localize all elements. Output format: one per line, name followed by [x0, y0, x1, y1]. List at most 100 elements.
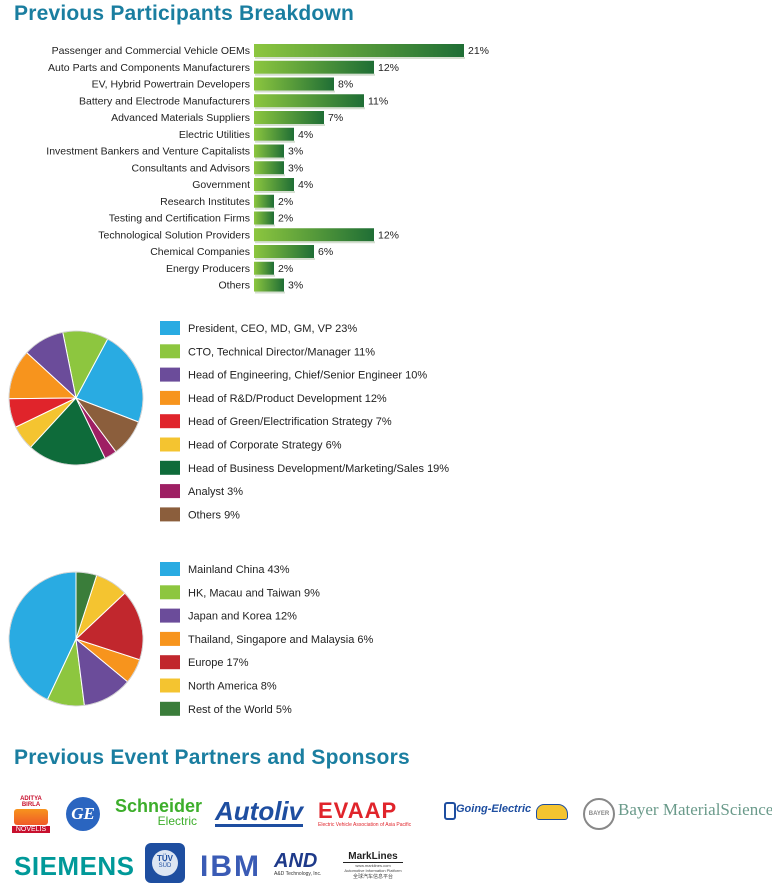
bar-value-label: 4% — [298, 179, 313, 191]
bar — [254, 77, 334, 91]
legend-swatch — [160, 390, 180, 405]
siemens-logo: SIEMENS — [14, 851, 135, 881]
legend-entry: Europe 17% — [188, 657, 249, 669]
bar-shadow — [255, 107, 365, 110]
legend-entry: Head of R&D/Product Development 12% — [188, 393, 387, 405]
bar — [254, 211, 274, 225]
tuv-text: TÜV — [157, 854, 173, 863]
car-icon — [536, 804, 568, 820]
ibm-logo: IBM — [200, 850, 261, 884]
legend-swatch — [160, 367, 180, 382]
bar-value-label: 12% — [378, 229, 399, 241]
plug-icon — [444, 802, 456, 820]
legend-entry: HK, Macau and Taiwan 9% — [188, 587, 320, 599]
bar-value-label: 6% — [318, 246, 333, 258]
legend-entry: Head of Green/Electrification Strategy 7… — [188, 416, 392, 428]
bar-value-label: 21% — [468, 45, 489, 57]
and-technology-logo: AND A&D Technology, Inc. — [274, 851, 332, 877]
bar-shadow — [255, 57, 465, 59]
tuv-badge-icon: TÜV SÜD — [152, 850, 178, 876]
bar-shadow — [255, 207, 275, 210]
legend-entry: Head of Business Development/Marketing/S… — [188, 463, 449, 475]
and-subtitle: A&D Technology, Inc. — [274, 871, 322, 877]
bar-category-label: EV, Hybrid Powertrain Developers — [92, 79, 250, 91]
bar — [254, 60, 374, 74]
evaap-logo: EVAAP Electric Vehicle Association of As… — [318, 798, 430, 829]
bar-category-label: Others — [218, 280, 250, 292]
marklines-chinese-tagline: 全球汽车信息平台 — [352, 874, 393, 880]
legend-swatch — [160, 321, 180, 335]
legend-entry: Head of Engineering, Chief/Senior Engine… — [188, 370, 427, 382]
schneider-electric-logo: Schneider Electric — [115, 797, 203, 827]
autoliv-logo: Autoliv — [215, 796, 304, 827]
legend-swatch — [160, 562, 180, 576]
bar-category-label: Electric Utilities — [179, 129, 250, 141]
bar-category-label: Energy Producers — [166, 263, 250, 275]
bar-category-label: Investment Bankers and Venture Capitalis… — [46, 146, 250, 158]
bar-shadow — [255, 90, 335, 93]
legend-swatch — [160, 608, 180, 623]
bar-chart: Passenger and Commercial Vehicle OEMs 21%… — [46, 44, 489, 294]
bar-category-label: Passenger and Commercial Vehicle OEMs — [52, 45, 250, 57]
legend-entry: Rest of the World 5% — [188, 704, 292, 716]
bar-shadow — [255, 174, 285, 177]
marklines-url: www.marklines.com — [355, 863, 391, 868]
legend-swatch — [160, 631, 180, 646]
bar — [254, 94, 364, 108]
bar-shadow — [255, 124, 325, 126]
bar-category-label: Advanced Materials Suppliers — [111, 112, 250, 124]
bar-value-label: 2% — [278, 263, 293, 275]
legend-swatch — [160, 678, 180, 693]
bar-category-label: Auto Parts and Components Manufacturers — [48, 62, 250, 74]
sun-emblem-icon — [14, 809, 48, 825]
bar-value-label: 3% — [288, 280, 303, 292]
bar — [254, 178, 294, 191]
novelis-text: NOVELIS — [12, 826, 50, 833]
bayer-materialscience-logo: Bayer MaterialScience — [618, 800, 772, 819]
sud-text: SÜD — [158, 863, 172, 869]
legend-entry: Japan and Korea 12% — [188, 611, 297, 623]
legend-entry: Mainland China 43% — [188, 564, 290, 576]
bar-shadow — [255, 224, 275, 227]
bar-category-label: Battery and Electrode Manufacturers — [79, 95, 250, 107]
region-pie-chart — [8, 571, 144, 707]
bar-shadow — [255, 258, 315, 260]
pie-outline — [8, 330, 144, 466]
bar — [254, 228, 374, 242]
participants-charts: Passenger and Commercial Vehicle OEMs 21%… — [8, 44, 489, 716]
bar-shadow — [255, 274, 275, 277]
bar — [254, 261, 274, 275]
bar — [254, 161, 284, 175]
bar-value-label: 11% — [368, 95, 388, 107]
legend-swatch — [160, 437, 180, 452]
legend-entry: Thailand, Singapore and Malaysia 6% — [188, 634, 374, 646]
bayer-cross-logo: BAYER — [583, 798, 615, 830]
schneider-text: Schneider — [115, 796, 203, 816]
bar — [254, 278, 284, 292]
legend-swatch — [160, 460, 180, 475]
bar — [254, 245, 314, 258]
bar — [254, 194, 274, 208]
bar-value-label: 3% — [288, 146, 303, 158]
legend-swatch — [160, 585, 180, 600]
bar-shadow — [255, 140, 295, 143]
bar-category-label: Technological Solution Providers — [98, 229, 250, 241]
legend-entry: Others 9% — [188, 509, 240, 521]
legend-entry: CTO, Technical Director/Manager 11% — [188, 346, 375, 358]
evaap-text: EVAAP — [318, 798, 398, 823]
evaap-subtitle: Electric Vehicle Association of Asia Pac… — [318, 822, 412, 828]
bar — [254, 44, 464, 57]
bar — [254, 144, 284, 158]
aditya-birla-novelis-logo: ADITYA BIRLA NOVELIS — [12, 796, 50, 833]
bar — [254, 111, 324, 124]
legend-entry: President, CEO, MD, GM, VP 23% — [188, 323, 357, 335]
legend-swatch — [160, 655, 180, 670]
bar-value-label: 12% — [378, 62, 399, 74]
bar-category-label: Chemical Companies — [150, 246, 250, 258]
legend-entry: North America 8% — [188, 681, 277, 693]
bar-shadow — [255, 241, 375, 244]
participants-title: Previous Participants Breakdown — [14, 2, 354, 25]
marklines-logo: MarkLines www.marklines.com Automotive I… — [343, 851, 403, 880]
bar-category-label: Research Institutes — [160, 196, 250, 208]
bar-value-label: 4% — [298, 129, 313, 141]
